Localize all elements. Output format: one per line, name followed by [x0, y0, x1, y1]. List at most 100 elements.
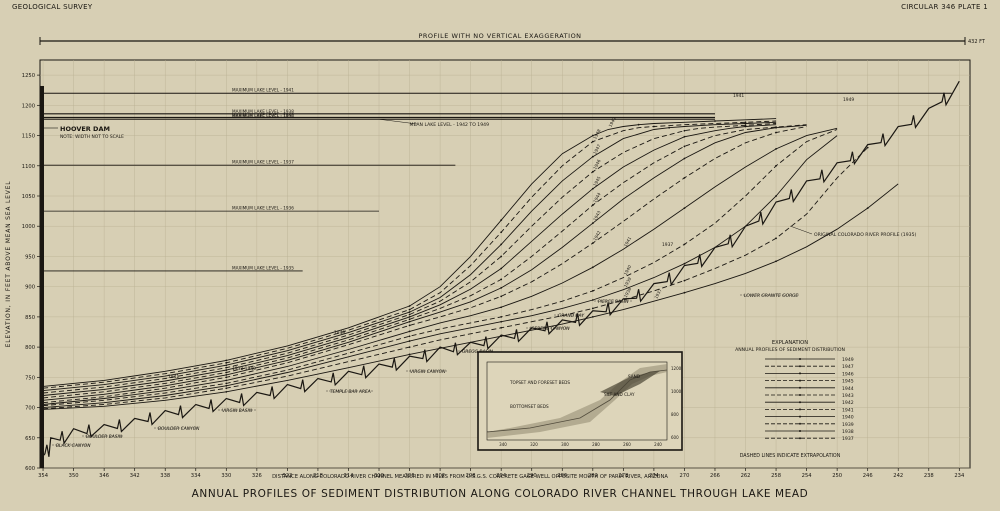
legend-entry: 1944 — [842, 386, 854, 392]
lake-level-label: MAXIMUM LAKE LEVEL - 1941 — [232, 88, 294, 93]
profile-point — [408, 335, 411, 338]
profile-point — [683, 129, 686, 132]
legend-marker — [799, 379, 801, 382]
original-river-leader — [789, 225, 813, 235]
header-left: GEOLOGICAL SURVEY — [12, 3, 93, 11]
x-tick-label: 306 — [405, 473, 415, 479]
legend-marker — [799, 437, 801, 440]
profile-point — [225, 390, 228, 393]
y-tick-label: 700 — [25, 406, 35, 412]
profile-point — [500, 295, 503, 298]
profile-point — [591, 315, 594, 318]
profile-year-label: 1939 — [623, 276, 633, 288]
profile-1942 — [43, 126, 807, 404]
profile-point — [683, 145, 686, 148]
reach-label: BOULDER CANYON — [158, 426, 200, 432]
profile-point — [637, 123, 640, 126]
legend-marker — [799, 415, 801, 418]
y-tick-label: 850 — [25, 315, 35, 321]
profile-point — [775, 260, 777, 263]
profile-point — [408, 320, 411, 323]
legend-entry: 1949 — [842, 357, 854, 363]
profile-point — [591, 134, 594, 137]
profile-year-label: 1945 — [592, 175, 602, 187]
inset-y-tick: 600 — [671, 435, 679, 440]
dam-note: NOTE: WIDTH NOT TO SCALE — [60, 134, 124, 140]
profile-point — [500, 315, 503, 318]
legend-entry: 1940 — [842, 415, 854, 421]
profile-1937 — [43, 183, 899, 410]
profile-point — [500, 306, 503, 309]
x-tick-label: 318 — [313, 473, 323, 479]
profile-point — [668, 126, 671, 129]
lake-level-label: MAXIMUM LAKE LEVEL - 1937 — [232, 160, 294, 165]
profile-point — [500, 243, 503, 246]
profile-point — [408, 324, 411, 327]
profile-point — [591, 140, 594, 143]
year-marker: 1948 — [334, 330, 345, 336]
x-tick-label: 242 — [893, 473, 903, 479]
y-tick-label: 1200 — [22, 103, 35, 109]
legend-entry: 1937 — [842, 436, 854, 442]
lake-level-label: MAXIMUM LAKE LEVEL - 1938 — [232, 109, 294, 114]
inset-x-tick: 320 — [530, 442, 538, 447]
profile-point — [225, 366, 228, 369]
reach-label: LOWER GRANITE GORGE — [744, 293, 799, 299]
profile-point — [500, 278, 503, 281]
mean-lake-level-label: MEAN LAKE LEVEL - 1942 TO 1949 — [410, 122, 490, 128]
profile-point — [500, 267, 503, 270]
x-tick-label: 282 — [588, 473, 598, 479]
profile-point — [225, 376, 228, 379]
profile-point — [408, 353, 411, 356]
profile-point — [500, 231, 503, 234]
profile-1944 — [43, 124, 807, 399]
dam-label: HOOVER DAM — [60, 125, 110, 133]
x-tick-label: 278 — [618, 473, 628, 479]
sediment-profiles: 1949194819471946194519441943194219411940… — [42, 116, 899, 411]
y-tick-label: 1100 — [22, 164, 35, 170]
x-tick-label: 346 — [99, 473, 109, 479]
profile-point — [500, 326, 503, 329]
legend-marker — [799, 386, 801, 389]
profile-year-label: 1937 — [653, 288, 663, 300]
profile-1945 — [43, 124, 777, 396]
profile-1941 — [43, 127, 838, 405]
legend-marker — [799, 365, 801, 368]
legend-title: EXPLANATION — [772, 340, 808, 346]
x-tick-label: 298 — [466, 473, 476, 479]
x-tick-label: 338 — [160, 473, 170, 479]
lake-level-label: MAXIMUM LAKE LEVEL - 1936 — [232, 114, 294, 119]
legend-note: DASHED LINES INDICATE EXTRAPOLATION — [740, 453, 841, 459]
inset-x-tick: 340 — [499, 442, 507, 447]
y-tick-label: 600 — [25, 466, 35, 472]
y-tick-label: 1150 — [22, 134, 35, 140]
profile-year-label: 1938 — [623, 286, 633, 298]
profile-point — [591, 299, 594, 301]
profile-point — [591, 170, 594, 173]
y-tick-label: 650 — [25, 436, 35, 442]
x-tick-label: 286 — [557, 473, 567, 479]
x-tick-label: 262 — [741, 473, 751, 479]
profile-point — [775, 195, 777, 197]
x-axis-label: DISTANCE ALONG COLORADO RIVER CHANNEL ME… — [272, 474, 668, 480]
y-tick-label: 1050 — [22, 194, 35, 200]
profile-1946 — [43, 123, 777, 394]
profile-point — [408, 318, 411, 321]
profile-1948 — [43, 120, 777, 389]
profile-point — [591, 242, 594, 245]
x-tick-label: 266 — [710, 473, 720, 479]
profile-point — [652, 125, 655, 128]
legend-entry: 1941 — [842, 407, 854, 413]
legend-marker — [799, 401, 801, 404]
legend-marker — [799, 408, 801, 411]
legend-marker — [799, 358, 801, 360]
profile-point — [500, 286, 503, 289]
x-tick-label: 334 — [191, 473, 202, 479]
profile-1939 — [43, 135, 838, 409]
x-tick-label: 310 — [374, 473, 384, 479]
profile-point — [500, 219, 503, 222]
legend-marker — [799, 394, 801, 396]
profile-point — [744, 125, 747, 128]
profile-year-label: 1946 — [592, 158, 602, 170]
